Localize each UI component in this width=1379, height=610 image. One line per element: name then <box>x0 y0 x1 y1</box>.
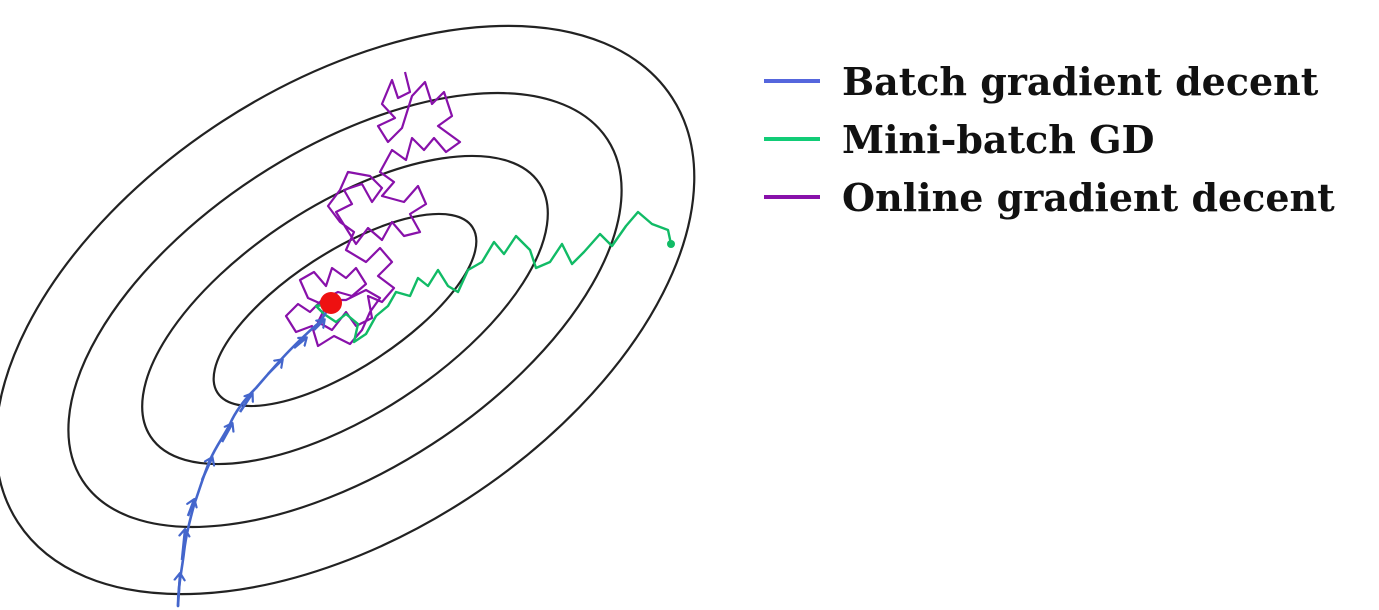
contour-lines <box>0 24 696 596</box>
minibatch-start-dot <box>667 240 675 248</box>
legend-swatch-minibatch <box>764 137 820 141</box>
legend-swatch-online <box>764 195 820 199</box>
contour-ellipse-3 <box>67 91 623 529</box>
contour-ellipse-2 <box>141 154 549 466</box>
minimum-point <box>320 292 342 314</box>
batch-gd-arrows <box>178 320 324 607</box>
contour-ellipse-outer <box>0 24 696 596</box>
online-gd-path <box>284 71 462 348</box>
legend-item-minibatch: Mini-batch GD <box>764 110 1376 168</box>
legend-item-online: Online gradient decent <box>764 168 1376 226</box>
legend-label-minibatch: Mini-batch GD <box>842 116 1155 162</box>
contour-ellipse-inner <box>212 212 478 408</box>
legend-item-batch: Batch gradient decent <box>764 52 1376 110</box>
legend: Batch gradient decent Mini-batch GD Onli… <box>764 52 1376 226</box>
batch-gd-path <box>176 304 332 608</box>
legend-swatch-batch <box>764 79 820 83</box>
legend-label-batch: Batch gradient decent <box>842 58 1319 104</box>
legend-label-online: Online gradient decent <box>842 174 1335 220</box>
minibatch-gd-path <box>314 210 673 344</box>
